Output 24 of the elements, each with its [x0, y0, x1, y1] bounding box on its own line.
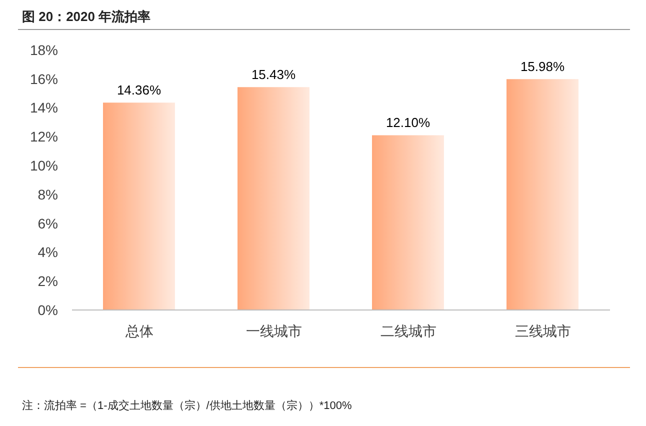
bar — [103, 102, 175, 310]
x-tick-label: 一线城市 — [246, 322, 302, 339]
y-tick-label: 8% — [38, 186, 58, 202]
y-tick-label: 6% — [38, 215, 58, 232]
data-label: 14.36% — [116, 82, 162, 98]
y-tick-label: 4% — [38, 244, 58, 260]
y-tick-label: 12% — [30, 128, 58, 145]
bar — [238, 87, 310, 310]
chart-title: 图 20：2020 年流拍率 — [22, 8, 151, 26]
bar — [372, 135, 444, 310]
y-tick-label: 16% — [30, 70, 58, 87]
data-label: 15.43% — [251, 67, 296, 82]
data-label: 15.98% — [520, 59, 565, 74]
x-tick-label: 三线城市 — [514, 322, 571, 339]
bar — [506, 79, 578, 310]
y-tick-label: 2% — [38, 273, 58, 290]
x-tick-label: 二线城市 — [380, 322, 436, 339]
y-tick-label: 14% — [30, 100, 58, 116]
y-tick-label: 10% — [30, 158, 58, 174]
y-tick-label: 0% — [38, 302, 58, 318]
y-tick-label: 18% — [30, 42, 58, 58]
x-tick-label: 总体 — [124, 322, 154, 339]
data-label: 12.10% — [386, 115, 430, 130]
text: 注：流拍率 =（1-成交土地数量（宗）/供地土地数量（宗））*100% — [22, 398, 352, 413]
